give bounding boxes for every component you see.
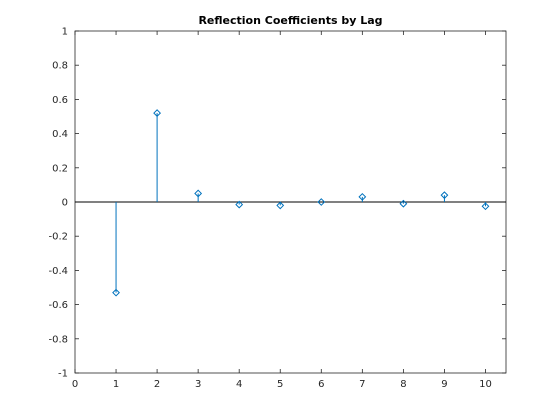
x-tick-label: 6 (318, 379, 324, 390)
x-tick-label: 8 (400, 379, 406, 390)
y-tick-label: 0.6 (52, 95, 68, 106)
y-tick-label: -1 (58, 369, 68, 380)
y-tick-label: 0.2 (52, 163, 68, 174)
stem-marker (153, 109, 162, 117)
stem-marker (440, 191, 449, 200)
stem-marker (276, 201, 285, 210)
y-tick-label: -0.2 (48, 232, 68, 243)
x-tick-label: 4 (236, 379, 242, 390)
y-tick-label: 0.8 (52, 61, 68, 72)
x-tick-label: 5 (277, 379, 283, 390)
y-tick-label: -0.4 (48, 266, 68, 277)
x-tick-label: 10 (479, 379, 492, 390)
stem-marker (235, 200, 244, 209)
x-tick-label: 7 (359, 379, 365, 390)
x-tick-label: 0 (72, 379, 78, 390)
axes: 0 1 2 3 4 5 6 7 8 9 10 -1 -0.8 -0.6 -0.4 -0.2 0 0.2 0.4 0.6… (48, 27, 506, 390)
stem-marker (112, 288, 120, 297)
chart-title: Reflection Coefficients by Lag (198, 14, 382, 27)
y-tick-label: -0.8 (48, 334, 68, 345)
stem-marker (399, 199, 408, 208)
x-tick-label: 2 (154, 379, 160, 390)
stem-marker (358, 192, 367, 201)
y-tick-label: -0.6 (48, 300, 68, 311)
x-tick-label: 3 (195, 379, 201, 390)
x-tick-label: 1 (113, 379, 119, 390)
stem-marker (481, 202, 490, 211)
stem-marker (317, 198, 326, 206)
y-tick-label: 0.4 (52, 129, 68, 140)
y-tick-label: 1 (62, 27, 68, 38)
y-tick-label: 0 (62, 198, 68, 209)
x-tick-label: 9 (441, 379, 447, 390)
stem-marker (194, 189, 203, 198)
stems (112, 109, 490, 297)
